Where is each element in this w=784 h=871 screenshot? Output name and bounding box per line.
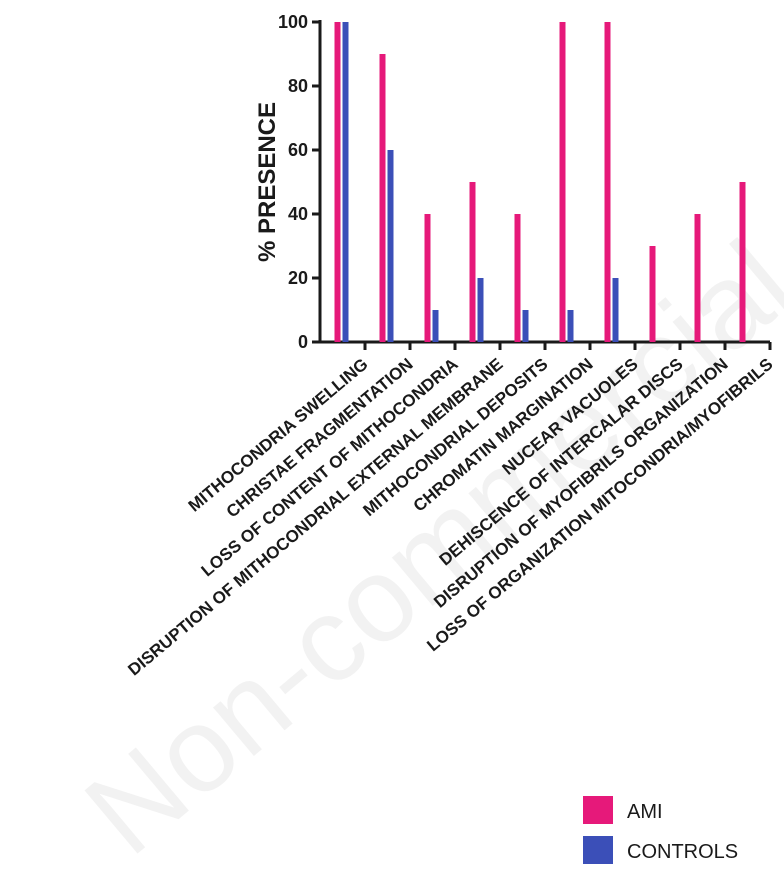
y-tick-label: 40: [288, 204, 308, 224]
y-tick-label: 100: [278, 12, 308, 32]
bar-controls-2: [387, 150, 394, 342]
legend: AMI CONTROLS: [583, 796, 738, 864]
bar-ami-8: [649, 246, 656, 342]
legend-swatch-ami: [583, 796, 613, 824]
y-tick-label: 20: [288, 268, 308, 288]
bar-ami-1: [334, 22, 341, 342]
y-axis-label: % PRESENCE: [254, 102, 281, 262]
bar-ami-7: [604, 22, 611, 342]
bar-controls-7: [612, 278, 619, 342]
bar-controls-1: [342, 22, 349, 342]
bar-ami-10: [739, 182, 746, 342]
bar-ami-3: [424, 214, 431, 342]
legend-swatch-controls: [583, 836, 613, 864]
y-tick-label: 60: [288, 140, 308, 160]
bar-controls-5: [522, 310, 529, 342]
bar-controls-3: [432, 310, 439, 342]
legend-label-ami: AMI: [627, 801, 663, 823]
bar-ami-6: [559, 22, 566, 342]
bar-ami-9: [694, 214, 701, 342]
legend-label-controls: CONTROLS: [627, 841, 738, 863]
bar-ami-4: [469, 182, 476, 342]
y-tick-label: 80: [288, 76, 308, 96]
bar-ami-5: [514, 214, 521, 342]
bar-controls-6: [567, 310, 574, 342]
bar-ami-2: [379, 54, 386, 342]
bar-controls-4: [477, 278, 484, 342]
y-tick-label: 0: [298, 332, 308, 352]
